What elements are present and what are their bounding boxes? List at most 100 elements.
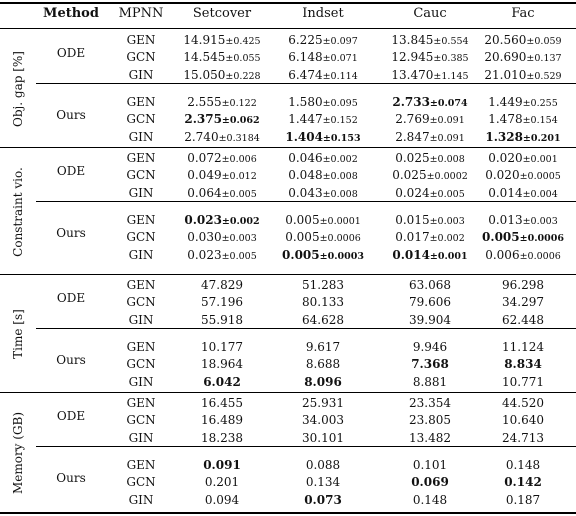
table-cell: 6.148±0.071 [288,50,358,66]
cell-value: 0.048 [288,168,323,183]
table-cell: 10.640 [502,413,544,427]
cell-value: 0.201 [204,475,240,490]
cell-std: ±0.095 [322,98,358,109]
table-cell: 2.740±0.3184 [184,130,260,146]
method-label: ODE [56,291,86,306]
mpnn-label: GCN [126,475,156,490]
cell-value: 79.606 [409,295,451,310]
cell-value: 39.904 [409,312,451,327]
table-cell: 21.010±0.529 [484,68,561,84]
table-cell: 20.560±0.059 [484,33,561,49]
table-cell: 0.064±0.005 [187,186,257,202]
table-cell: 0.148 [506,458,540,472]
cell-value: 0.025 [392,168,427,183]
header-method: Method [43,6,99,21]
cell-std: ±0.0001 [319,216,361,227]
table-cell: 51.283 [302,278,344,292]
mpnn-label: GEN [126,458,156,472]
cell-value: 18.964 [201,357,243,372]
table-cell: 8.834 [504,357,542,371]
cell-value: 34.003 [302,413,344,428]
table-cell: 1.478±0.154 [488,112,558,128]
top-rule [0,2,576,4]
cell-value: 6.042 [203,374,241,389]
cell-value: 6.474 [288,67,323,82]
cell-value: 13.470 [391,67,434,82]
cell-value: 12.945 [391,50,434,65]
cell-std: ±0.122 [221,98,257,109]
group-divider [36,201,576,202]
cell-std: ±0.3184 [218,132,260,144]
table-cell: 13.470±1.145 [391,68,468,84]
cell-std: ±0.005 [221,250,257,262]
cell-std: ±0.003 [522,216,558,227]
group-divider [36,328,576,329]
table-cell: 0.049±0.012 [187,168,257,184]
cell-value: 0.148 [412,492,448,507]
section-label: Memory (GB) [11,411,25,495]
cell-value: 62.448 [502,312,544,327]
mpnn-label: GIN [128,492,154,507]
cell-value: 0.014 [488,185,523,200]
table-cell: 18.238 [201,431,243,445]
cell-value: 0.148 [505,458,541,472]
mpnn-label: GCN [126,357,156,372]
table-cell: 18.964 [201,357,243,371]
header-mpnn: MPNN [118,6,164,21]
cell-std: ±0.008 [322,171,358,183]
cell-value: 10.640 [502,413,544,428]
cell-value: 1.449 [488,95,523,109]
cell-std: ±0.002 [322,154,358,165]
table-cell: 12.945±0.385 [391,50,468,66]
method-label: Ours [56,471,86,486]
cell-std: ±0.074 [429,98,468,109]
table-cell: 8.881 [413,375,447,389]
table-cell: 0.025±0.008 [395,151,465,167]
cell-value: 23.805 [409,413,451,428]
cell-value: 0.088 [305,458,341,472]
table-cell: 0.094 [205,493,239,507]
cell-value: 25.931 [302,396,344,410]
table-cell: 0.072±0.006 [187,151,257,167]
mpnn-label: GIN [128,374,154,389]
table-cell: 2.733±0.074 [392,95,467,111]
cell-std: ±0.0006 [519,233,564,245]
cell-value: 2.375 [184,112,222,127]
cell-value: 6.148 [288,50,323,65]
cell-value: 13.482 [409,430,451,445]
table-cell: 7.368 [411,357,449,371]
table-cell: 47.829 [201,278,243,292]
table-cell: 0.005±0.0006 [482,230,564,246]
cell-value: 8.881 [412,374,448,389]
mpnn-label: GEN [126,278,156,292]
cell-value: 20.560 [484,33,527,47]
cell-std: ±0.006 [221,154,257,165]
cell-value: 0.017 [395,230,430,245]
table-cell: 0.005±0.0006 [285,230,361,246]
table-cell: 23.805 [409,413,451,427]
cell-std: ±0.071 [322,53,358,65]
cell-value: 30.101 [302,430,344,445]
cell-value: 0.020 [488,151,523,165]
cell-std: ±0.059 [526,36,562,47]
cell-value: 2.733 [392,95,430,109]
mpnn-label: GEN [126,213,156,227]
cell-std: ±0.529 [526,70,562,82]
cell-value: 64.628 [302,312,344,327]
cell-value: 0.005 [482,230,520,245]
cell-std: ±0.055 [225,53,261,65]
header-indset: Indset [302,6,344,21]
table-cell: 0.069 [411,475,449,489]
cell-value: 18.238 [201,430,243,445]
mpnn-label: GIN [128,430,154,445]
table-cell: 0.023±0.002 [184,213,259,229]
mpnn-label: GIN [128,185,154,200]
cell-std: ±0.005 [221,188,257,200]
cell-std: ±0.255 [522,98,558,109]
mpnn-label: GCN [126,112,156,127]
cell-std: ±0.201 [522,132,561,144]
cell-value: 96.298 [502,278,544,292]
mpnn-label: GCN [126,230,156,245]
cell-value: 0.024 [395,185,430,200]
